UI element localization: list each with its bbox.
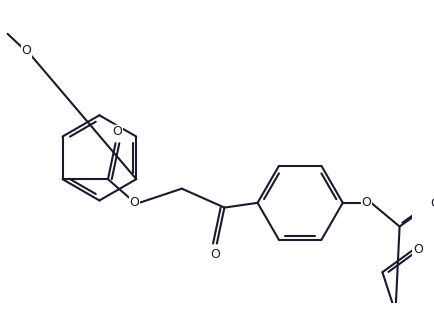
Text: O: O [361,196,371,209]
Text: O: O [129,196,139,209]
Text: O: O [112,125,122,138]
Text: O: O [430,197,434,210]
Text: O: O [22,44,31,57]
Text: O: O [210,248,220,262]
Text: O: O [413,243,422,256]
